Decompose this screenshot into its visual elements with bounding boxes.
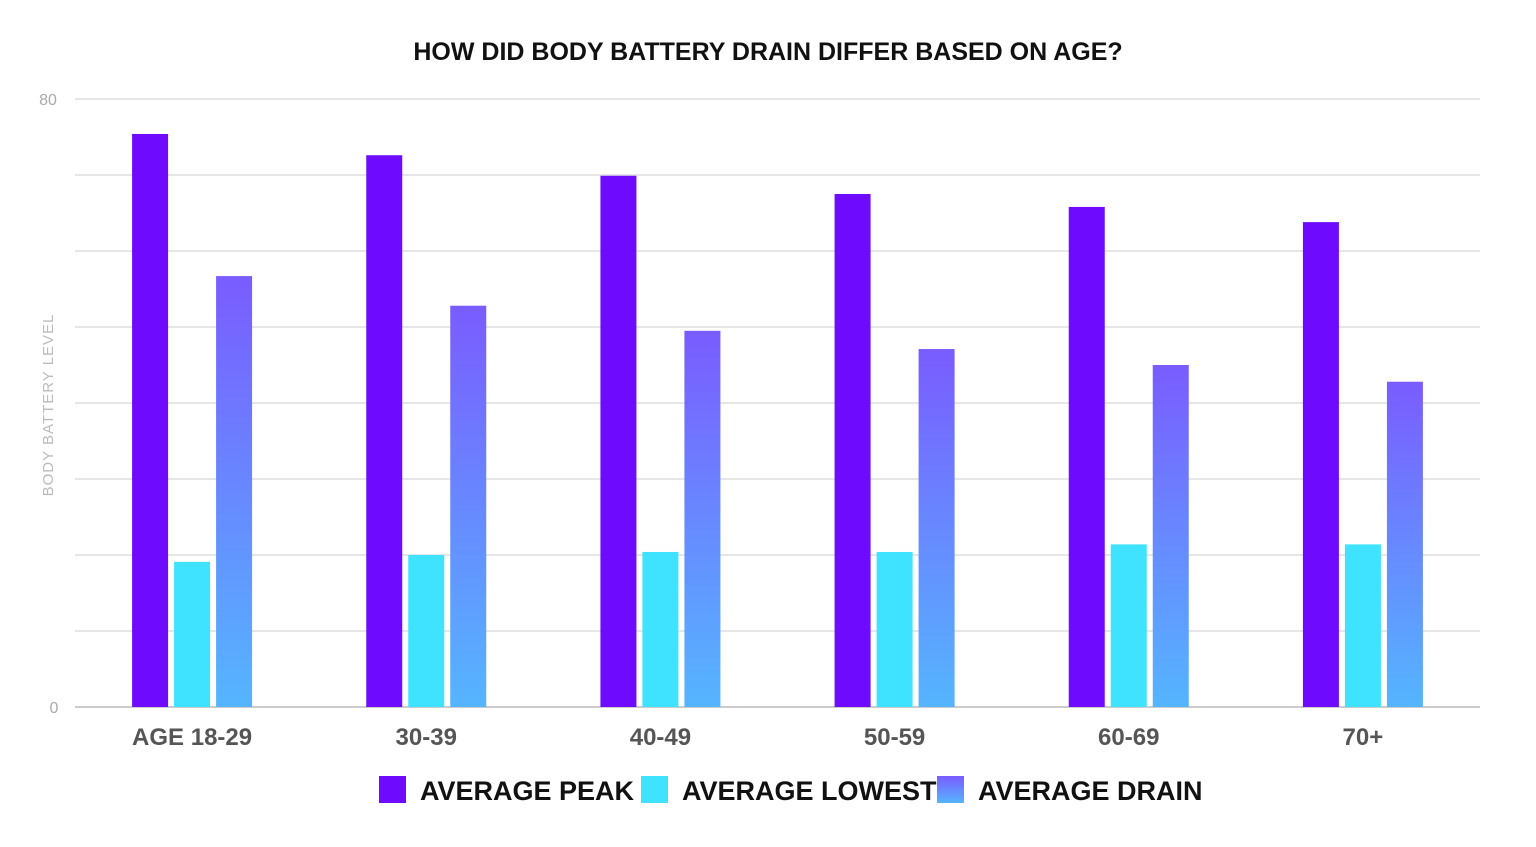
x-tick-label: 50-59 [864,724,925,751]
bar-average-peak [834,194,871,707]
bar-average-drain [450,305,487,707]
legend-swatch [937,776,964,803]
y-axis-label: BODY BATTERY LEVEL [40,314,57,497]
bar-average-drain [684,330,721,707]
bar-average-peak [366,155,403,708]
legend-item: AVERAGE PEAK [379,776,635,806]
bar-average-drain [216,276,253,707]
legend-label: AVERAGE LOWEST [682,776,937,806]
x-tick-label: AGE 18-29 [132,724,252,751]
bar-average-peak [1302,222,1339,707]
y-tick-label-max: 80 [39,92,57,109]
legend-label: AVERAGE PEAK [420,776,635,806]
legend-swatch [379,776,406,803]
bar-average-peak [1068,206,1105,708]
y-tick-label-min: 0 [50,700,59,717]
legend-item: AVERAGE LOWEST [641,776,937,806]
legend-item: AVERAGE DRAIN [937,776,1203,806]
bar-average-peak [132,133,169,707]
x-tick-label: 30-39 [396,724,457,751]
bar-average-drain [918,349,955,707]
x-tick-label: 70+ [1343,724,1384,751]
x-tick-label: 40-49 [630,724,691,751]
chart-title: HOW DID BODY BATTERY DRAIN DIFFER BASED … [413,38,1122,66]
bar-average-drain [1152,365,1189,707]
bar-average-lowest [876,551,913,707]
legend-label: AVERAGE DRAIN [978,776,1203,806]
x-tick-label: 60-69 [1098,724,1159,751]
bar-average-lowest [1110,544,1147,707]
bar-average-lowest [1344,544,1381,707]
bar-average-lowest [408,555,445,707]
bar-average-lowest [642,551,679,707]
bar-average-peak [600,175,637,707]
legend-swatch [641,776,668,803]
bar-average-drain [1386,381,1423,707]
bar-average-lowest [174,561,211,707]
